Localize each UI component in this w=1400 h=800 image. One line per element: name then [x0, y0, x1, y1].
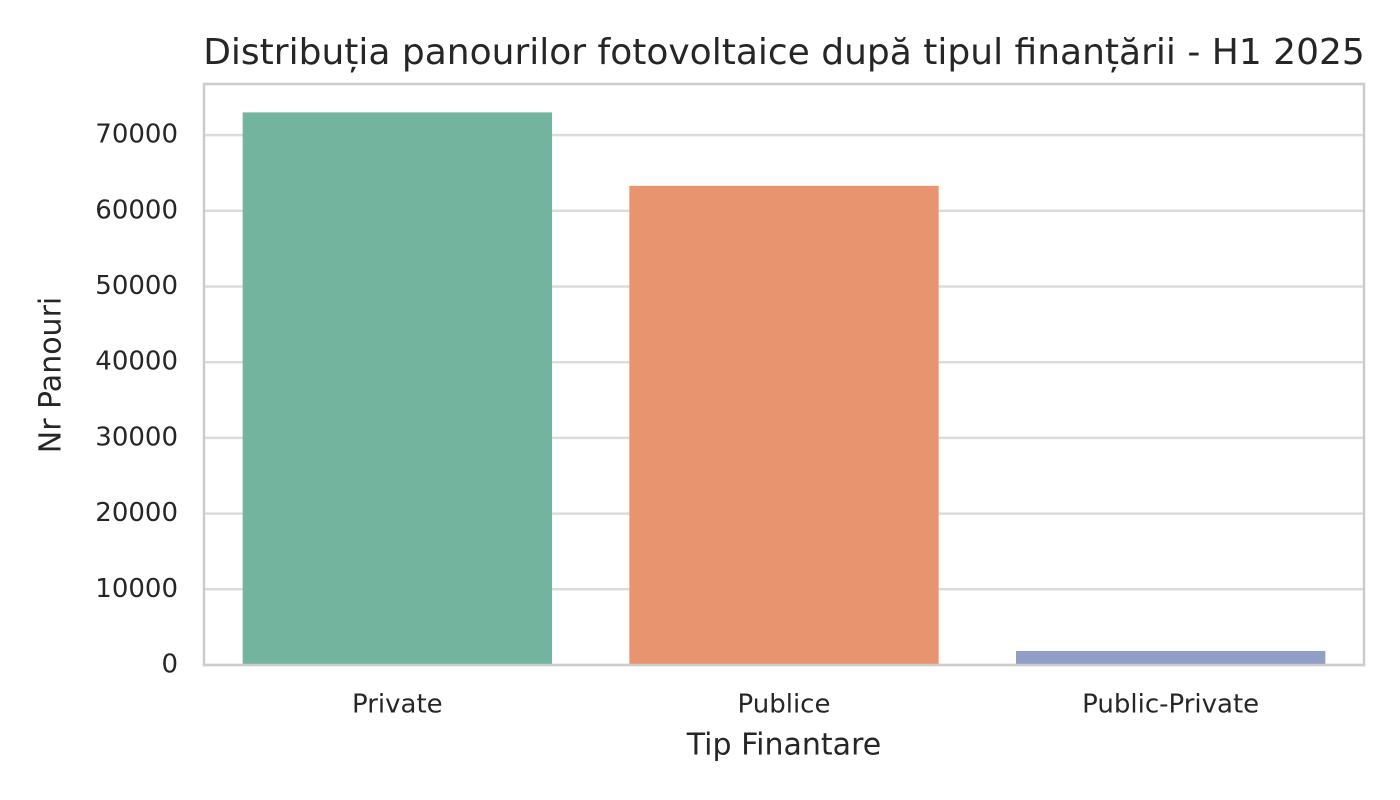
- x-tick-label: Private: [352, 690, 443, 720]
- chart-title: Distribuția panourilor fotovoltaice după…: [203, 32, 1365, 73]
- plot-frame: [202, 82, 1366, 667]
- y-tick-label: 10000: [95, 574, 178, 604]
- y-tick-label: 0: [161, 650, 178, 680]
- y-tick-label: 20000: [95, 498, 178, 528]
- bar: [1016, 650, 1326, 665]
- y-tick-label: 70000: [95, 120, 178, 150]
- y-tick-label: 30000: [95, 422, 178, 452]
- bar: [242, 112, 552, 665]
- bar: [629, 185, 939, 665]
- y-tick-label: 40000: [95, 347, 178, 377]
- y-tick-label: 60000: [95, 195, 178, 225]
- x-tick-label: Publice: [738, 690, 831, 720]
- x-tick-label: Public-Private: [1082, 690, 1259, 720]
- x-axis-label: Tip Finantare: [686, 728, 881, 763]
- y-tick-label: 50000: [95, 271, 178, 301]
- y-axis-label: Nr Panouri: [34, 297, 69, 454]
